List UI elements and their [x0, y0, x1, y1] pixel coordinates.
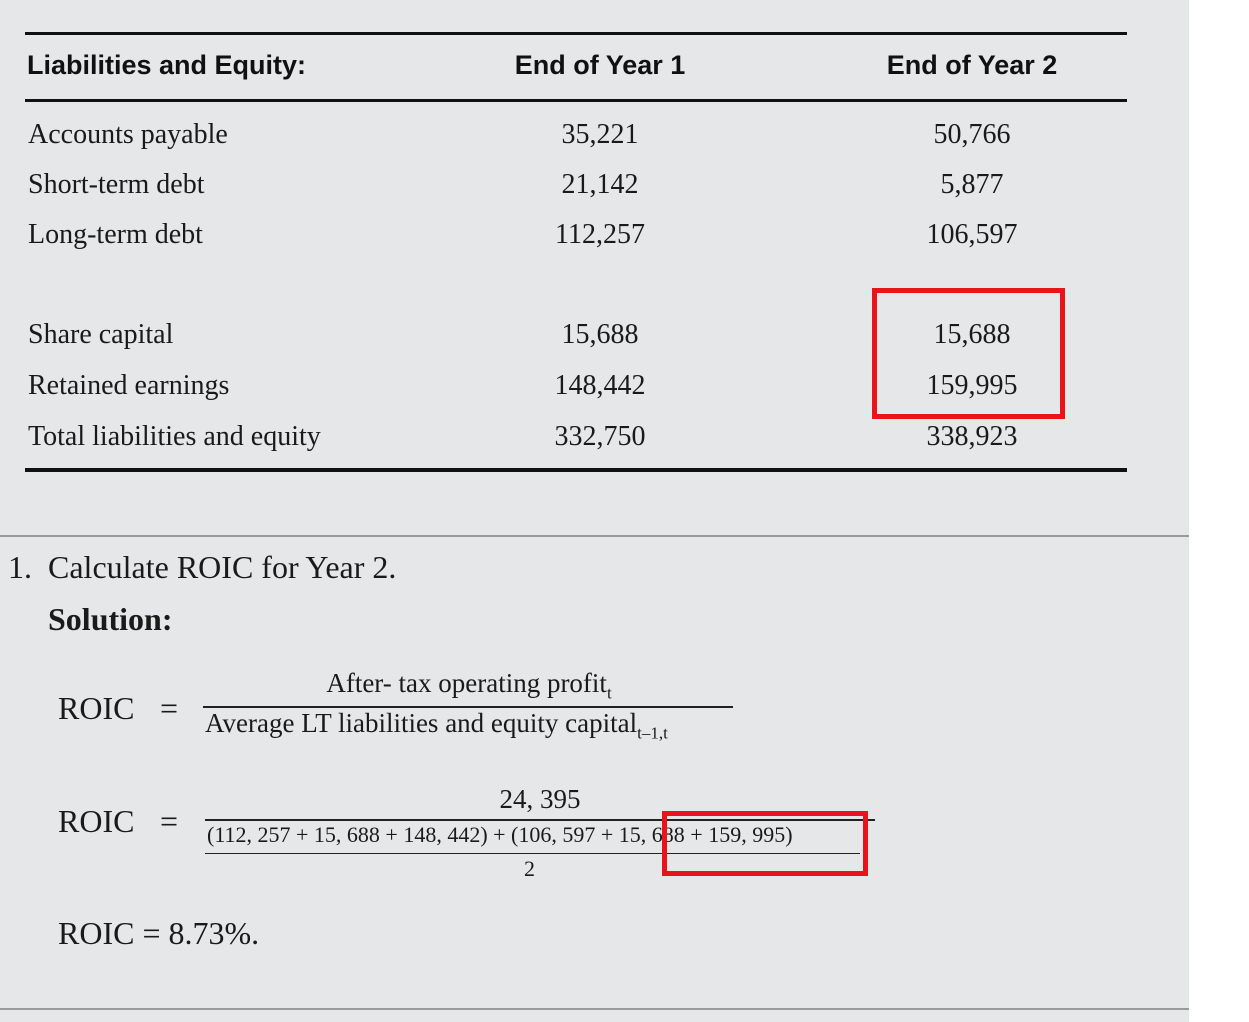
table-bottom-rule: [25, 468, 1127, 472]
row-year2: 5,877: [940, 169, 1004, 200]
header-year2: End of Year 2: [886, 50, 1058, 80]
formula1-lhs: ROIC: [58, 690, 135, 726]
table-row: Share capital 15,688 15,688: [0, 319, 1130, 359]
table-header-rule: [25, 99, 1127, 102]
question-number: 1.: [8, 549, 32, 585]
formula2-outer-bar: [205, 819, 875, 821]
row-year1: 35,221: [561, 119, 639, 150]
row-year1: 332,750: [554, 421, 646, 452]
row-year2: 106,597: [926, 219, 1018, 250]
row-year1: 15,688: [561, 319, 639, 350]
formula2-divisor: 2: [524, 856, 535, 881]
formula1-numerator: After- tax operating profitt: [326, 668, 612, 703]
table-row: Long-term debt 112,257 106,597: [0, 219, 1130, 259]
row-year1: 148,442: [554, 370, 646, 401]
content-panel: [0, 0, 1189, 1022]
row-label: Accounts payable: [28, 119, 228, 150]
row-label: Total liabilities and equity: [28, 421, 321, 452]
header-year1: End of Year 1: [514, 50, 686, 80]
solution-label: Solution:: [48, 601, 173, 637]
row-year2: 159,995: [926, 370, 1018, 401]
highlight-box-table: [872, 288, 1065, 419]
row-year2: 50,766: [933, 119, 1011, 150]
highlight-box-formula: [662, 811, 868, 876]
table-top-rule: [25, 32, 1127, 35]
formula1-fraction-bar: [203, 706, 733, 708]
result-text: ROIC = 8.73%.: [58, 915, 260, 951]
formula1-equals: =: [160, 690, 179, 726]
row-label: Share capital: [28, 319, 174, 350]
row-year2: 338,923: [926, 421, 1018, 452]
row-year2: 15,688: [933, 319, 1011, 350]
formula2-inner-bar: [205, 853, 860, 854]
bottom-divider: [0, 1008, 1189, 1010]
header-liabilities: Liabilities and Equity:: [27, 50, 307, 80]
section-divider: [0, 535, 1189, 537]
formula2-equals: =: [160, 803, 179, 839]
row-label: Long-term debt: [28, 219, 203, 250]
row-label: Short-term debt: [28, 169, 205, 200]
table-row: Short-term debt 21,142 5,877: [0, 169, 1130, 209]
formula1-denominator: Average LT liabilities and equity capita…: [205, 708, 668, 743]
row-label: Retained earnings: [28, 370, 230, 401]
formula2-inner-sum: (112, 257 + 15, 688 + 148, 442) + (106, …: [207, 822, 793, 847]
table-row: Accounts payable 35,221 50,766: [0, 119, 1130, 159]
formula2-lhs: ROIC: [58, 803, 135, 839]
row-year1: 21,142: [561, 169, 639, 200]
question-text: Calculate ROIC for Year 2.: [48, 549, 397, 585]
formula2-numerator: 24, 395: [499, 784, 581, 814]
row-year1: 112,257: [555, 219, 645, 250]
table-row: Total liabilities and equity 332,750 338…: [0, 421, 1130, 461]
table-row: Retained earnings 148,442 159,995: [0, 370, 1130, 410]
